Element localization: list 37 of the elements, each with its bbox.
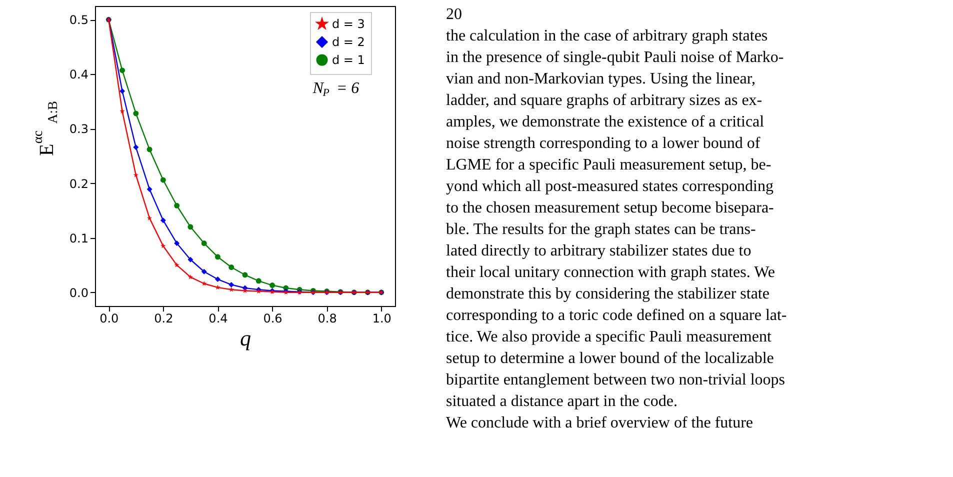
text: setup to determine a lower bound of the localizable xyxy=(446,350,774,367)
x-tick-label: 0.0 xyxy=(100,312,119,326)
text: in the presence of single-qubit Pauli noise of Marko- xyxy=(446,49,784,66)
text: ladder, and square graphs of arbitrary sizes as ex- xyxy=(446,92,762,109)
text: corresponding to a toric code defined on a square lat- xyxy=(446,307,787,324)
text: to the chosen measurement setup become bisepara- xyxy=(446,200,774,216)
text: vian and non-Markovian types. Using the linear, xyxy=(446,70,756,88)
text: bipartite entanglement between two non-trivial loops xyxy=(446,372,786,388)
y-tick-label: 0.2 xyxy=(69,176,88,191)
y-tick-label: 0.3 xyxy=(69,122,88,136)
y-tick-label: 0.1 xyxy=(69,231,88,246)
text: amples, we demonstrate the existence of a critical xyxy=(446,114,765,130)
y-tick-label: 0.5 xyxy=(69,13,88,28)
text: ble. The results for the graph states can be trans- xyxy=(446,221,756,238)
text: the calculation in the case of arbitrary graph states xyxy=(446,28,768,44)
x-tick-label: 0.2 xyxy=(154,312,174,326)
y-tick-label: 0.4 xyxy=(69,68,88,82)
legend-label: d = 1 xyxy=(332,53,365,67)
x-tick-label: 0.4 xyxy=(208,312,228,326)
x-axis-title: q xyxy=(240,326,251,350)
legend-label: d = 2 xyxy=(332,35,365,49)
x-tick-label: 1.0 xyxy=(372,312,392,326)
text: We conclude with a brief overview of the future xyxy=(446,414,754,432)
legend-label: d = 3 xyxy=(332,17,365,31)
x-tick-label: 0.6 xyxy=(263,312,282,326)
text: noise strength corresponding to a lower bound of xyxy=(446,135,761,152)
text: their local unitary connection with graph states. We xyxy=(446,264,775,281)
x-tick-label: 0.8 xyxy=(318,312,337,326)
text: LGME for a specific Pauli measurement setup, be- xyxy=(446,156,772,174)
text: situated a distance apart in the code. xyxy=(446,393,678,410)
text: lated directly to arbitrary stabilizer states due to xyxy=(446,242,752,260)
text: demonstrate this by considering the stabilizer state xyxy=(446,286,770,302)
text: tice. We also provide a specific Pauli measurement xyxy=(446,328,772,346)
text: 20 xyxy=(446,6,462,23)
y-tick-label: 0.0 xyxy=(69,286,88,300)
y-axis-title: EαcA:B xyxy=(30,100,60,156)
text: yond which all post-measured states corresponding xyxy=(446,178,774,195)
